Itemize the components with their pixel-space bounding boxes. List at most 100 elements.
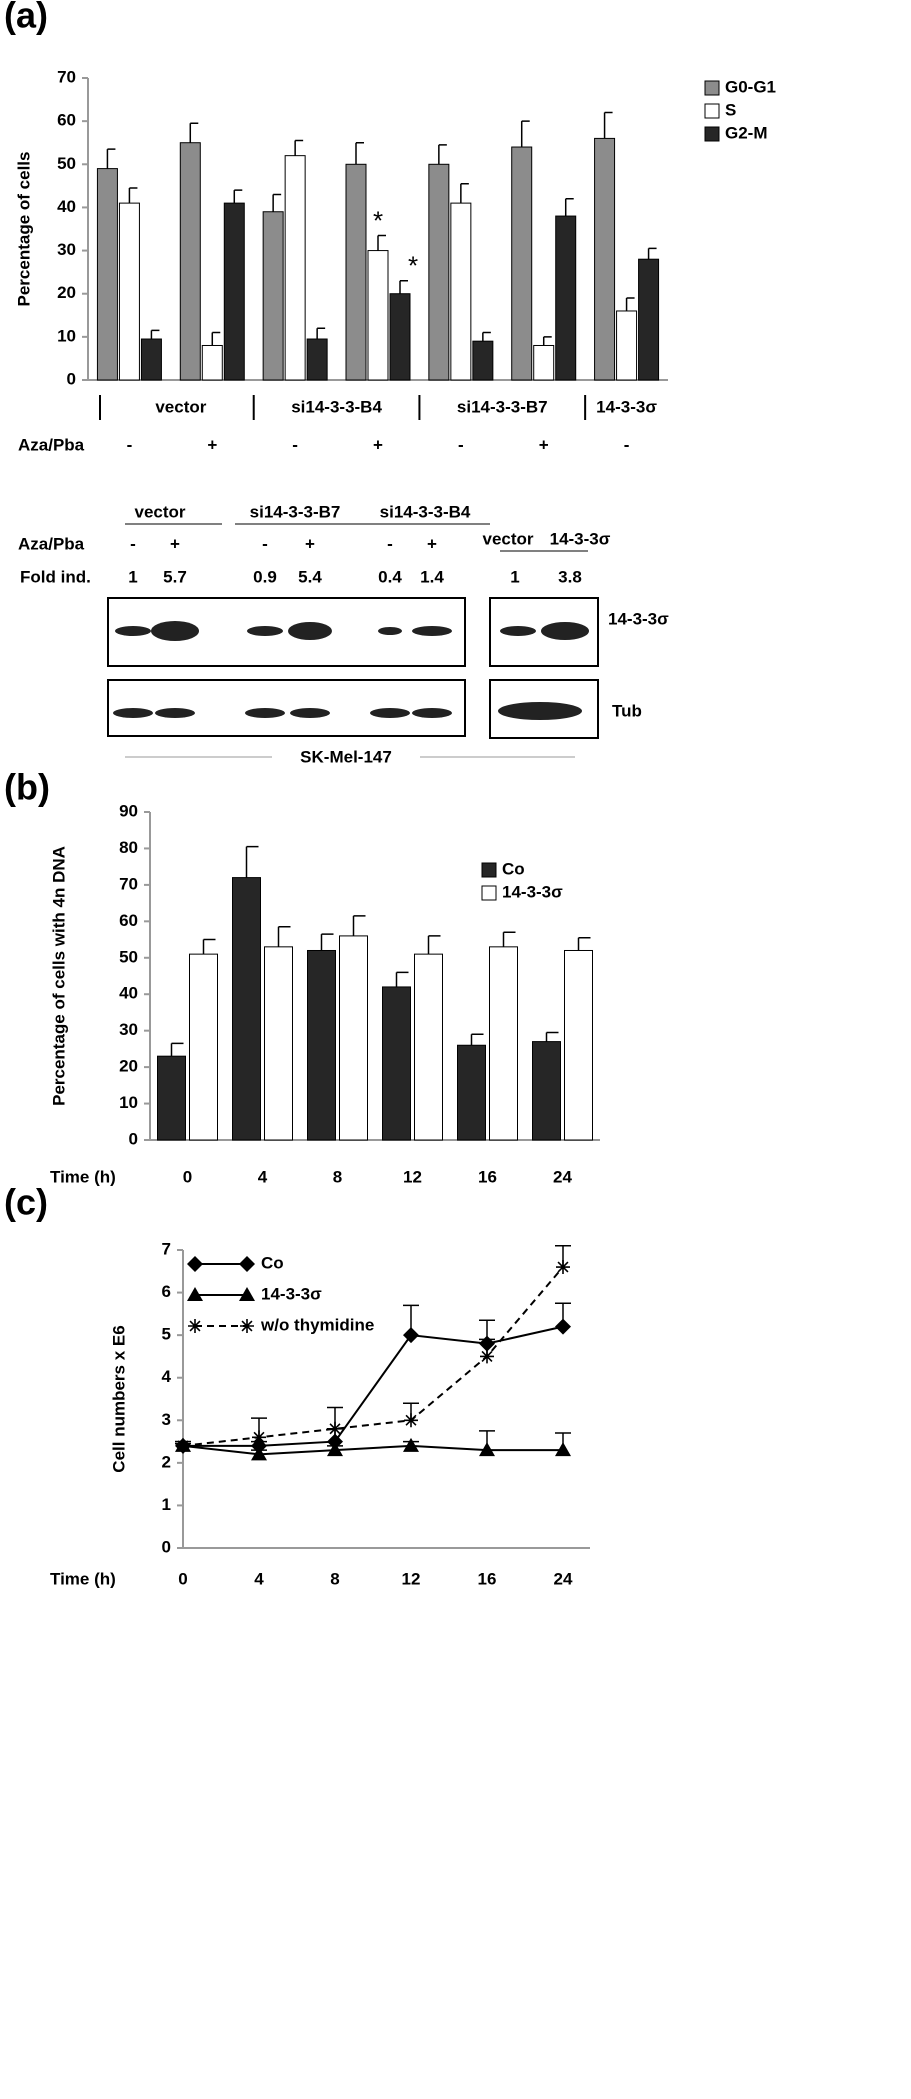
- annotation: *: [373, 205, 383, 235]
- error-bar: [647, 247, 657, 260]
- bar: [389, 293, 411, 381]
- blot-sign: +: [305, 534, 315, 553]
- panel-label: (a): [4, 0, 48, 36]
- y-tick-label: 5: [162, 1325, 171, 1344]
- bar: [232, 877, 261, 1141]
- error-bar: [189, 122, 199, 143]
- bar: [284, 155, 306, 381]
- error-bar: [355, 141, 364, 165]
- legend-swatch: [704, 126, 720, 142]
- blot-band: [247, 626, 283, 636]
- y-tick-label: 30: [119, 1020, 138, 1039]
- line: [183, 1325, 564, 1447]
- label-background: [272, 745, 420, 769]
- y-tick-label: 0: [129, 1129, 138, 1148]
- bar: [367, 250, 389, 381]
- bar: [345, 163, 367, 381]
- legend-swatch: [481, 885, 497, 901]
- y-tick-label: 70: [57, 67, 76, 86]
- blot-band: [412, 708, 452, 718]
- bar: [339, 935, 368, 1141]
- bar: [457, 1044, 486, 1141]
- y-tick-label: 7: [162, 1239, 171, 1258]
- x-tick-label: -: [458, 435, 464, 454]
- x-tick-label: 24: [553, 1167, 572, 1186]
- error-bar: [603, 111, 613, 139]
- blot-band-label: 14-3-3σ: [608, 609, 669, 628]
- legend-swatch: [704, 80, 720, 96]
- marker: [252, 1430, 266, 1445]
- error-bar: [277, 926, 291, 947]
- x-tick-label: 12: [403, 1167, 422, 1186]
- blot-sign: -: [262, 534, 268, 553]
- y-tick-label: 6: [162, 1282, 171, 1301]
- blot-band: [245, 708, 285, 718]
- marker: [187, 1287, 203, 1301]
- bar: [450, 202, 472, 381]
- bar: [616, 310, 638, 381]
- error-bar: [399, 280, 408, 294]
- group-label: 14-3-3σ: [596, 397, 657, 416]
- blot-group: 14-3-3σ: [550, 529, 611, 548]
- y-tick-label: 1: [162, 1495, 171, 1514]
- y-tick-label: 4: [162, 1367, 172, 1386]
- blot-fold: 0.9: [253, 567, 277, 586]
- bar: [157, 1055, 186, 1141]
- x-tick-label: 4: [258, 1167, 268, 1186]
- blot-fold-label: Fold ind.: [20, 567, 91, 586]
- error-bar: [106, 148, 116, 169]
- y-tick-label: 80: [119, 838, 138, 857]
- bar: [414, 953, 443, 1141]
- x-tick-label: 0: [178, 1569, 187, 1588]
- annotation: *: [408, 251, 418, 281]
- panel-label: (c): [4, 1182, 48, 1223]
- bar: [223, 202, 245, 381]
- x-tick-label: -: [624, 435, 630, 454]
- error-bar: [482, 331, 491, 342]
- bar: [489, 946, 518, 1141]
- x-tick-label: 4: [254, 1569, 264, 1588]
- y-tick-label: 90: [119, 801, 138, 820]
- y-axis-label: Percentage of cells: [14, 152, 33, 307]
- blot-frame: [107, 679, 466, 737]
- y-tick-label: 20: [57, 283, 76, 302]
- x-tick-label: 16: [478, 1569, 497, 1588]
- x-axis-label: Aza/Pba: [18, 435, 85, 454]
- blot-fold: 1.4: [420, 567, 444, 586]
- marker: [327, 1442, 343, 1457]
- x-tick-label: 0: [183, 1167, 192, 1186]
- y-tick-label: 40: [119, 984, 138, 1003]
- error-bar: [377, 234, 386, 251]
- error-bar: [211, 331, 221, 346]
- legend-swatch: [704, 103, 720, 119]
- blot-sign: +: [427, 534, 437, 553]
- bar: [189, 953, 218, 1141]
- bar: [511, 146, 533, 381]
- group-label: si14-3-3-B7: [457, 397, 548, 416]
- bar: [306, 338, 328, 381]
- marker: [403, 1437, 419, 1452]
- error-bar: [395, 971, 409, 987]
- marker: [404, 1413, 418, 1428]
- bar: [428, 163, 450, 381]
- x-tick-label: +: [539, 435, 549, 454]
- legend-label: 14-3-3σ: [261, 1284, 322, 1303]
- x-tick-label: +: [207, 435, 217, 454]
- y-tick-label: 40: [57, 197, 76, 216]
- error-bar: [542, 336, 552, 346]
- bar: [594, 137, 616, 381]
- blot-sign: -: [130, 534, 136, 553]
- error-bar: [128, 187, 138, 204]
- y-tick-label: 2: [162, 1452, 171, 1471]
- x-tick-label: -: [127, 435, 133, 454]
- line: [182, 1266, 564, 1447]
- bar: [638, 258, 660, 381]
- marker: [328, 1421, 342, 1436]
- blot-band: [498, 702, 582, 720]
- error-bar: [545, 1031, 559, 1042]
- blot-sign: +: [170, 534, 180, 553]
- marker: [555, 1318, 571, 1335]
- y-axis-label: Cell numbers x E6: [109, 1325, 128, 1472]
- blot-band: [412, 626, 452, 636]
- error-bar: [427, 935, 441, 955]
